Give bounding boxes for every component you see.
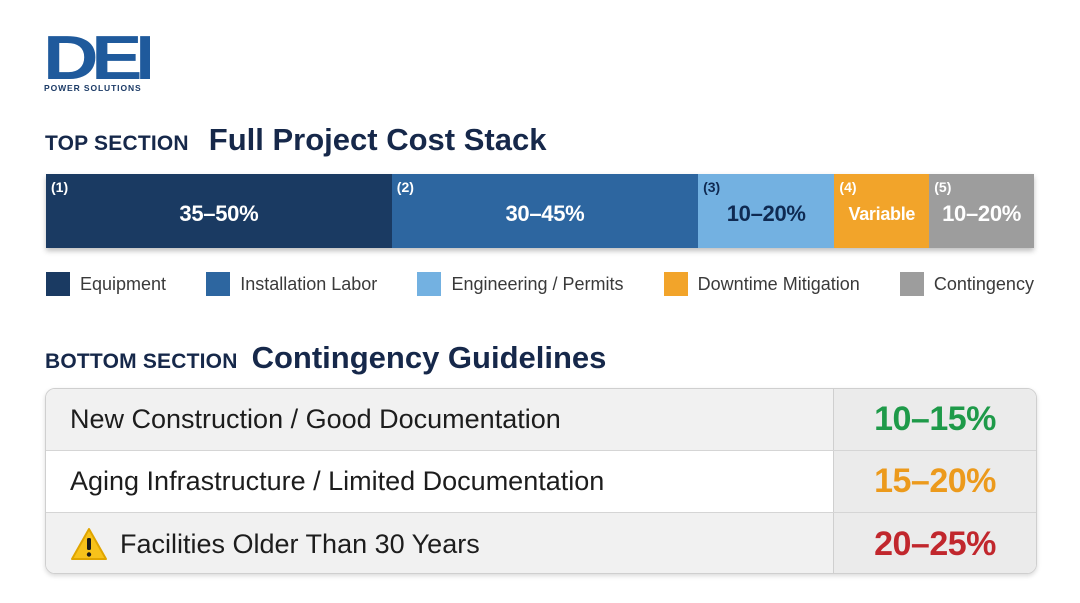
- legend-label: Engineering / Permits: [451, 273, 624, 294]
- guideline-value: 20–25%: [833, 513, 1036, 573]
- logo-subtitle: POWER SOLUTIONS: [44, 83, 142, 93]
- segment-value-label: 30–45%: [505, 201, 585, 226]
- dei-logo-mark: DEI: [44, 30, 150, 82]
- segment-value-label: 35–50%: [179, 201, 259, 226]
- top-section-title: TOP SECTION Full Project Cost Stack: [45, 122, 546, 158]
- legend-swatch: [417, 272, 442, 296]
- bottom-section-kicker: BOTTOM SECTION: [45, 350, 238, 373]
- guideline-label-text: New Construction / Good Documentation: [70, 404, 561, 434]
- bar-segment-contingency: (5) 10–20%: [929, 174, 1034, 248]
- legend-swatch: [899, 272, 924, 296]
- top-section-kicker: TOP SECTION: [45, 132, 189, 155]
- bar-segment-downtime-mitigation: (4) Variable: [834, 174, 930, 248]
- guideline-label: Aging Infrastructure / Limited Documenta…: [46, 451, 833, 512]
- bottom-section-heading: Contingency Guidelines: [251, 340, 607, 375]
- warning-icon: [71, 528, 107, 560]
- segment-number: (4): [839, 179, 857, 195]
- legend-label: Contingency: [933, 273, 1034, 294]
- bottom-section-title: BOTTOM SECTION Contingency Guidelines: [45, 340, 606, 376]
- segment-value-label: Variable: [848, 204, 916, 224]
- guideline-label-text: Aging Infrastructure / Limited Documenta…: [70, 466, 605, 496]
- segment-number: (3): [703, 179, 721, 195]
- dei-logo: DEI POWER SOLUTIONS: [44, 30, 154, 93]
- bar-segment-equipment: (1) 35–50%: [46, 174, 392, 248]
- guideline-value: 10–15%: [833, 389, 1036, 450]
- guideline-row: New Construction / Good Documentation 10–…: [46, 389, 1036, 451]
- segment-number: (2): [396, 179, 414, 195]
- legend-item-engineering-permits: Engineering / Permits: [417, 272, 624, 296]
- legend-swatch: [206, 272, 231, 296]
- segment-number: (5): [934, 179, 952, 195]
- legend-item-installation-labor: Installation Labor: [206, 272, 377, 296]
- legend-label: Equipment: [80, 273, 167, 294]
- segment-number: (1): [51, 179, 69, 195]
- contingency-guidelines-table: New Construction / Good Documentation 10–…: [45, 388, 1037, 574]
- segment-value-label: 10–20%: [726, 201, 806, 226]
- legend-item-equipment: Equipment: [46, 272, 166, 296]
- guideline-label: New Construction / Good Documentation: [46, 389, 833, 450]
- guideline-row: Aging Infrastructure / Limited Documenta…: [46, 451, 1036, 513]
- cost-stack-legend: Equipment Installation Labor Engineering /…: [46, 272, 1034, 296]
- top-section-heading: Full Project Cost Stack: [208, 122, 547, 157]
- legend-item-contingency: Contingency: [899, 272, 1034, 296]
- guideline-label-text: Facilities Older Than 30 Years: [120, 528, 480, 559]
- bar-segment-installation-labor: (2) 30–45%: [391, 174, 699, 248]
- legend-label: Installation Labor: [240, 273, 378, 294]
- legend-label: Downtime Mitigation: [697, 273, 860, 294]
- guideline-value: 15–20%: [833, 451, 1036, 512]
- legend-swatch: [663, 272, 688, 296]
- svg-text:DEI: DEI: [44, 30, 150, 82]
- guideline-row: Facilities Older Than 30 Years 20–25%: [46, 513, 1036, 573]
- cost-stack-bar: (1) 35–50% (2) 30–45% (3) 10–20% (4) Variable (5…: [46, 174, 1034, 248]
- legend-swatch: [46, 272, 70, 296]
- guideline-label: Facilities Older Than 30 Years: [46, 513, 833, 573]
- bar-segment-engineering-permits: (3) 10–20%: [698, 174, 835, 248]
- legend-item-downtime-mitigation: Downtime Mitigation: [663, 272, 860, 296]
- segment-value-label: 10–20%: [942, 201, 1022, 226]
